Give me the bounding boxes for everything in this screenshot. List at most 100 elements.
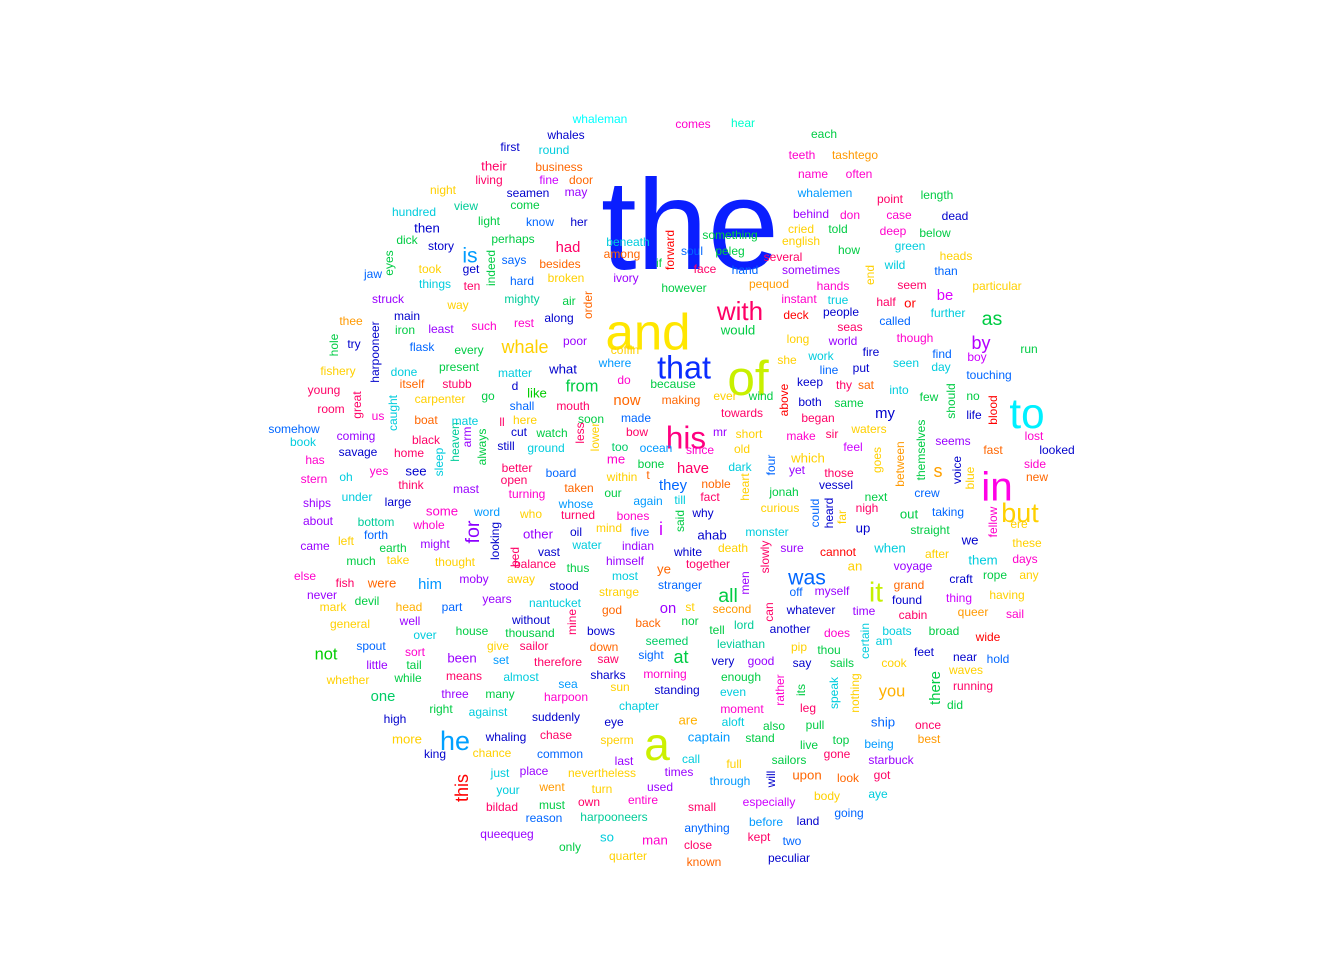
word-283: seems: [935, 434, 970, 448]
word-49: we: [961, 532, 979, 547]
word-361: balance: [514, 557, 556, 571]
word-91: well: [399, 614, 421, 628]
word-296: sleep: [432, 447, 446, 476]
word-441: even: [720, 685, 746, 699]
word-44: their: [481, 158, 507, 173]
word-115: stubb: [442, 377, 472, 391]
word-481: body: [814, 789, 840, 803]
word-223: find: [932, 347, 951, 361]
word-415: pip: [791, 640, 807, 654]
word-250: few: [920, 390, 939, 404]
word-498: known: [687, 855, 722, 869]
word-183: hand: [732, 263, 759, 277]
word-271: bow: [626, 425, 648, 439]
word-161: perhaps: [491, 232, 534, 246]
word-126: seen: [893, 356, 919, 370]
word-186: than: [934, 264, 957, 278]
word-332: fellow: [986, 506, 1000, 537]
word-462: king: [424, 747, 446, 761]
word-347: oil: [570, 525, 582, 539]
word-432: whether: [326, 673, 370, 687]
word-166: among: [604, 247, 641, 261]
word-93: might: [420, 537, 450, 551]
word-408: certain: [858, 623, 872, 659]
word-313: board: [546, 466, 577, 480]
word-99: though: [897, 331, 934, 345]
word-70: seemed: [646, 634, 689, 648]
word-47: out: [900, 506, 919, 521]
word-66: down: [590, 640, 619, 654]
word-459: top: [833, 733, 850, 747]
word-208: further: [931, 306, 966, 320]
word-159: dick: [396, 233, 418, 247]
word-267: mr: [713, 425, 727, 439]
word-435: speak: [827, 676, 841, 709]
word-152: dead: [942, 209, 969, 223]
word-220: poor: [563, 334, 587, 348]
word-17: this: [452, 774, 472, 802]
word-291: fast: [983, 443, 1003, 457]
word-344: straight: [910, 523, 950, 537]
word-276: coming: [337, 429, 376, 443]
word-234: day: [931, 360, 950, 374]
word-316: noble: [701, 477, 731, 491]
word-445: leg: [800, 701, 816, 715]
word-12: is: [462, 245, 477, 268]
word-32: had: [556, 240, 581, 256]
word-324: ships: [303, 496, 331, 510]
word-59: other: [523, 526, 554, 541]
word-387: nantucket: [529, 596, 582, 610]
word-449: high: [384, 712, 407, 726]
word-255: mouth: [556, 399, 589, 413]
word-10: he: [440, 726, 470, 756]
word-251: no: [966, 389, 980, 403]
word-9: but: [1001, 498, 1039, 528]
word-15: all: [718, 585, 738, 607]
word-230: present: [439, 360, 480, 374]
word-39: would: [720, 322, 755, 337]
word-394: god: [602, 603, 622, 617]
word-6: that: [657, 350, 711, 386]
word-78: boat: [414, 413, 438, 427]
word-111: here: [513, 413, 537, 427]
word-45: or: [904, 295, 916, 310]
word-108: little: [366, 658, 388, 672]
word-50: when: [873, 540, 906, 555]
word-253: caught: [386, 394, 400, 431]
word-113: without: [511, 613, 551, 627]
word-243: because: [650, 377, 696, 391]
word-169: how: [838, 243, 860, 257]
word-61: ye: [657, 561, 671, 576]
word-440: standing: [654, 683, 699, 697]
word-475: look: [837, 771, 860, 785]
word-7: his: [666, 420, 706, 455]
word-81: may: [565, 185, 588, 199]
word-30: my: [875, 406, 895, 422]
word-421: saw: [597, 652, 619, 666]
word-465: gone: [824, 747, 851, 761]
word-357: after: [925, 547, 949, 561]
word-431: waves: [948, 663, 983, 677]
word-369: fish: [336, 576, 355, 590]
word-43: them: [968, 552, 997, 567]
word-48: then: [414, 220, 440, 235]
word-19: whale: [500, 337, 548, 357]
word-52: are: [678, 712, 697, 727]
word-480: turn: [592, 782, 613, 796]
word-128: whaleman: [572, 112, 628, 126]
word-345: forth: [364, 528, 388, 542]
word-274: waters: [850, 422, 886, 436]
word-419: set: [493, 653, 510, 667]
word-105: never: [307, 588, 337, 602]
word-165: green: [895, 239, 926, 253]
word-433: while: [393, 671, 422, 685]
word-254: shall: [510, 399, 535, 413]
word-199: air: [562, 294, 575, 308]
word-355: water: [571, 538, 601, 552]
word-116: sort: [405, 645, 426, 659]
word-242: d: [512, 379, 519, 393]
word-21: at: [673, 647, 688, 667]
word-141: night: [430, 183, 457, 197]
word-244: carpenter: [415, 392, 466, 406]
word-194: hands: [817, 279, 850, 293]
